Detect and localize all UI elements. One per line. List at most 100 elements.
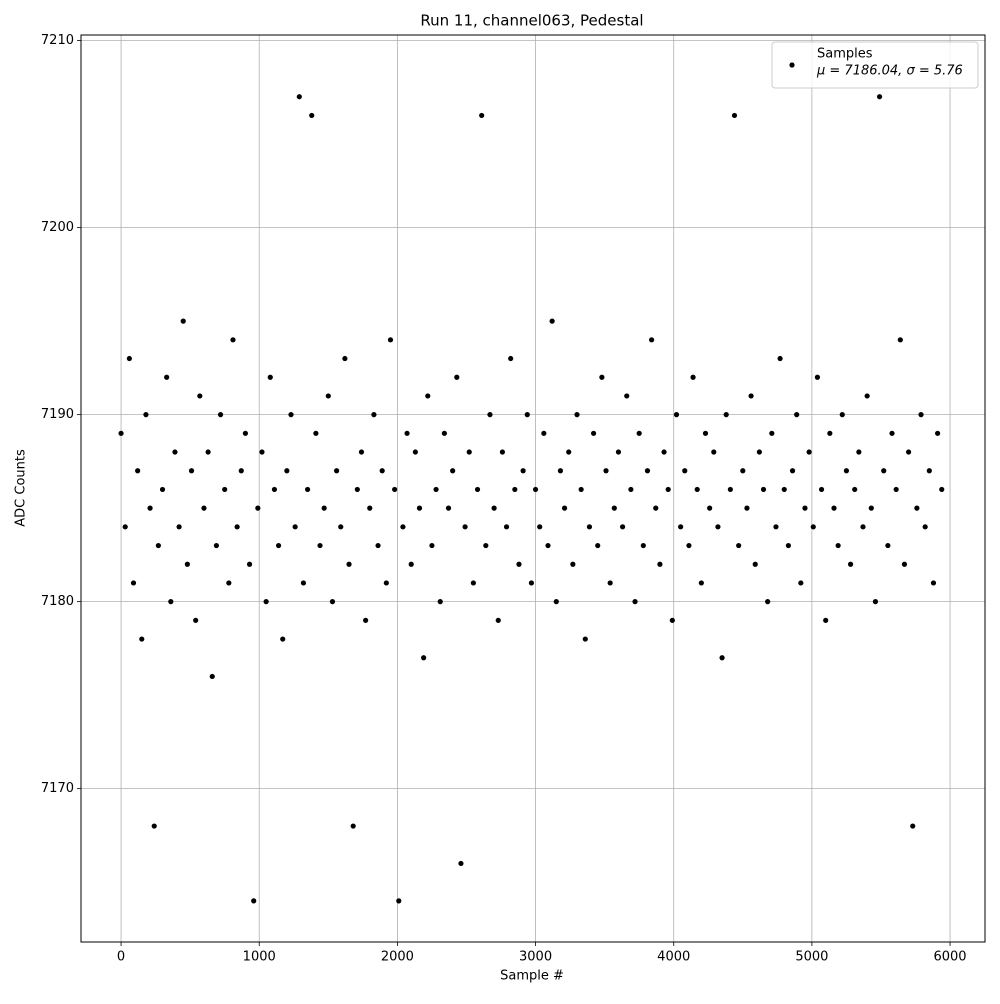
scatter-point	[346, 561, 352, 567]
scatter-point	[785, 542, 791, 549]
scatter-point	[876, 94, 883, 100]
x-tick-label: 3000	[519, 950, 552, 965]
scatter-point	[466, 449, 472, 455]
scatter-point	[474, 486, 481, 493]
scatter-point	[769, 430, 775, 436]
scatter-point	[798, 580, 804, 586]
scatter-point	[545, 542, 551, 549]
scatter-point	[682, 468, 688, 474]
scatter-point	[184, 561, 190, 567]
scatter-point	[499, 449, 505, 455]
scatter-point	[868, 505, 874, 511]
legend-box	[771, 41, 979, 89]
x-tick-label: 6000	[933, 950, 966, 965]
scatter-point	[487, 412, 493, 418]
scatter-point	[495, 617, 501, 623]
scatter-point	[893, 486, 899, 493]
y-tick-label: 7180	[41, 594, 74, 609]
scatter-point	[781, 486, 787, 493]
scatter-point	[590, 430, 597, 436]
scatter-point	[118, 430, 124, 436]
scatter-point	[657, 561, 663, 567]
scatter-point	[897, 337, 903, 343]
scatter-point	[408, 561, 414, 567]
scatter-point	[458, 860, 464, 867]
scatter-point	[479, 112, 485, 119]
scatter-point	[159, 486, 166, 493]
scatter-point	[188, 468, 195, 474]
scatter-point	[421, 655, 427, 661]
scatter-point	[512, 486, 518, 493]
scatter-point	[400, 524, 406, 530]
scatter-point	[379, 468, 385, 474]
scatter-point	[707, 505, 713, 511]
scatter-point	[205, 449, 211, 455]
scatter-point	[719, 655, 725, 661]
scatter-point	[901, 561, 908, 567]
scatter-point	[889, 430, 895, 436]
scatter-point	[653, 505, 659, 511]
scatter-point	[740, 468, 746, 474]
scatter-point	[201, 505, 207, 511]
x-tick-label: 0	[117, 950, 125, 965]
scatter-point	[520, 468, 526, 474]
scatter-point	[632, 599, 638, 605]
scatter-point	[760, 486, 767, 493]
scatter-point	[678, 524, 684, 530]
scatter-point	[794, 412, 800, 418]
scatter-point	[649, 337, 655, 343]
chart-title: Run 11, channel063, Pedestal	[420, 12, 643, 30]
scatter-point	[578, 486, 584, 493]
scatter-point	[280, 636, 286, 642]
scatter-point	[334, 468, 340, 474]
scatter-point	[375, 542, 381, 549]
y-tick-label: 7200	[41, 220, 74, 235]
scatter-point	[640, 542, 646, 549]
scatter-point	[827, 430, 833, 436]
scatter-point	[143, 412, 149, 418]
scatter-point	[292, 524, 298, 530]
scatter-point	[574, 412, 580, 418]
scatter-point	[773, 524, 779, 530]
scatter-point	[777, 355, 783, 362]
scatter-point	[309, 112, 315, 119]
scatter-point	[756, 449, 762, 455]
x-tick-label: 1000	[243, 950, 276, 965]
scatter-point	[209, 673, 215, 680]
scatter-point	[255, 505, 261, 511]
scatter-point	[566, 449, 572, 455]
scatter-point	[139, 636, 145, 642]
scatter-point	[537, 524, 543, 530]
scatter-point	[234, 524, 240, 530]
scatter-point	[217, 412, 224, 418]
scatter-point	[383, 580, 389, 586]
scatter-point	[694, 486, 700, 493]
scatter-point	[425, 393, 431, 399]
scatter-point	[242, 430, 249, 436]
scatter-point	[263, 599, 269, 605]
scatter-point	[847, 561, 854, 567]
scatter-point	[213, 542, 219, 549]
x-tick-label: 2000	[381, 950, 414, 965]
scatter-point	[644, 468, 651, 474]
y-tick-label: 7170	[41, 781, 74, 796]
scatter-point	[673, 412, 680, 418]
scatter-point	[433, 486, 439, 493]
scatter-point	[615, 449, 622, 455]
scatter-point	[392, 486, 398, 493]
scatter-point	[698, 580, 704, 586]
scatter-point	[300, 580, 307, 586]
scatter-point	[172, 449, 178, 455]
scatter-point	[814, 374, 821, 380]
legend-label: Samples	[817, 47, 873, 62]
scatter-point	[367, 505, 373, 511]
scatter-point	[483, 542, 489, 549]
scatter-point	[922, 524, 928, 530]
scatter-point	[516, 561, 522, 567]
scatter-point	[358, 449, 365, 455]
scatter-point	[872, 599, 879, 605]
scatter-point	[164, 374, 170, 380]
scatter-point	[412, 449, 418, 455]
scatter-point	[508, 355, 514, 362]
scatter-point	[251, 898, 257, 904]
